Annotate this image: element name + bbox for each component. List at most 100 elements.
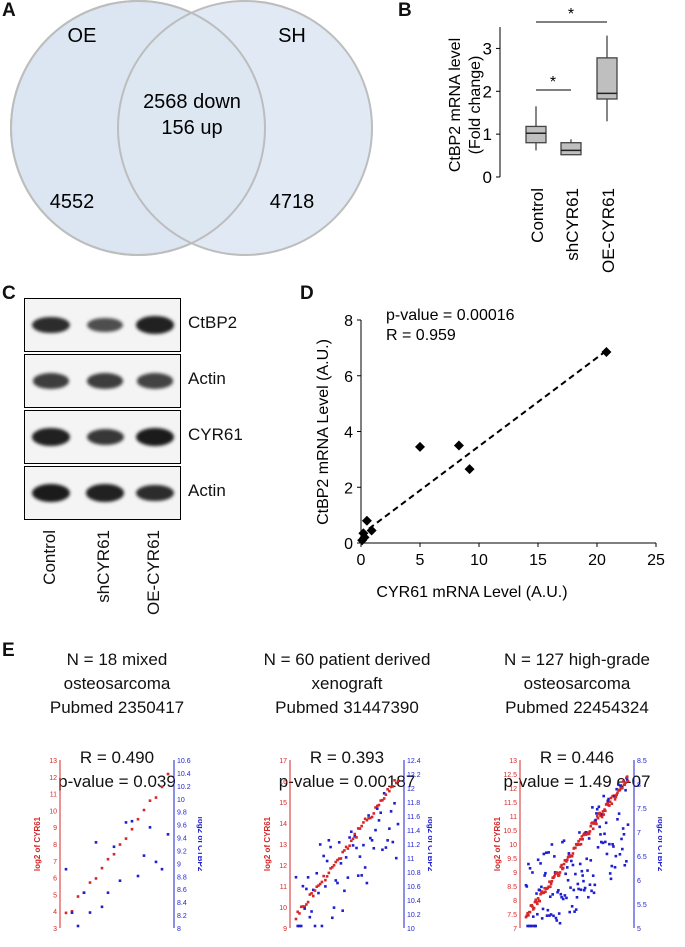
cohort-cyr61-point bbox=[70, 910, 74, 913]
cohort-ctbp2-point bbox=[595, 812, 598, 815]
blot-strip bbox=[24, 298, 181, 352]
cohort-ctbp2-point bbox=[318, 843, 322, 846]
cohort-cyr61-point bbox=[370, 815, 374, 819]
cohort-cyr61-point bbox=[394, 781, 398, 785]
cohort-cyr61-point bbox=[623, 783, 627, 786]
cohort-ctbp2-point bbox=[580, 869, 584, 873]
cohort-ctbp2-point bbox=[334, 879, 338, 882]
cohort-ctbp2-point bbox=[325, 859, 329, 863]
cohort-ctbp2-point bbox=[525, 885, 529, 888]
cohort-cyr61-point bbox=[331, 866, 334, 869]
cohort-cyr61-point bbox=[136, 817, 140, 821]
cohort-cyr61-point bbox=[100, 866, 104, 870]
venn-left-only: 4552 bbox=[50, 191, 95, 213]
cohort-cyr61-point bbox=[598, 811, 601, 815]
cohort-ctbp2-point bbox=[540, 885, 543, 889]
cohort-cyr61-point bbox=[533, 900, 537, 904]
cohort-ctbp2-point bbox=[118, 879, 122, 883]
cohort-correlation-plot: 13 12.5 12 11.5 11 10.5 10 9.5 9 8.5 8 7.5 7 8.5 8 7.5 7… bbox=[493, 758, 662, 933]
cohort-r-value: R = 0.446 bbox=[539, 748, 615, 767]
cohort-ctbp2-point bbox=[381, 848, 384, 852]
cohort-cyr61-point bbox=[350, 839, 353, 843]
cohort-cyr61-point bbox=[536, 897, 540, 900]
cohort-ctbp2-point bbox=[584, 830, 588, 834]
cohort-ctbp2-point bbox=[574, 908, 578, 911]
cohort-cyr61-point bbox=[356, 827, 360, 830]
cohort-ctbp2-point bbox=[558, 921, 562, 925]
cohort-cyr61-point bbox=[594, 820, 597, 823]
cohort-cyr61-point bbox=[142, 808, 146, 812]
cohort-cyr61-point bbox=[528, 910, 532, 914]
cohort-ctbp2-point bbox=[598, 825, 601, 829]
cohort-ctbp2-point bbox=[556, 890, 559, 894]
cohort-ctbp2-point bbox=[350, 830, 353, 834]
cohort-p-value: p-value = 1.49 e-07 bbox=[503, 772, 651, 791]
cohort-cyr61-point bbox=[565, 858, 569, 862]
cohort-ctbp2-point bbox=[299, 924, 303, 928]
cohort-ctbp2-point bbox=[355, 846, 358, 850]
cohort-cyr61-point bbox=[339, 857, 343, 860]
cohort-ctbp2-point bbox=[623, 863, 627, 867]
cohort-ctbp2-point bbox=[575, 896, 579, 899]
cohort-cyr61-point bbox=[527, 914, 530, 917]
cohort-ctbp2-point bbox=[586, 869, 589, 872]
cohort-ctbp2-point bbox=[604, 821, 608, 825]
scatter-point bbox=[359, 532, 370, 543]
cohort-cyr61-point bbox=[382, 797, 386, 800]
cohort-left-tick: 10 bbox=[509, 842, 517, 849]
cohort-right-tick: 7 bbox=[637, 830, 641, 837]
cohort-correlation-plot: 17 16 15 14 13 12 11 10 9 12.4 12.2 12 11.8 11.6 11.4 1… bbox=[263, 758, 432, 933]
cohort-correlation-plot: 13 12 11 10 9 8 7 6 5 4 3 10.6 10.4 10.2 10 9.8 9.6 9.4 9.… bbox=[33, 758, 202, 933]
blot-band bbox=[32, 316, 70, 334]
cohort-ctbp2-point bbox=[583, 886, 587, 890]
cohort-cyr61-point bbox=[596, 816, 600, 820]
cohort-ctbp2-point bbox=[166, 833, 170, 836]
cohort-cyr61-point bbox=[536, 902, 539, 906]
cohort-cyr61-point bbox=[329, 867, 332, 870]
cohort-cyr61-point bbox=[353, 832, 357, 836]
cohort-ctbp2-point bbox=[544, 871, 547, 875]
scatter-xtick-label: 20 bbox=[588, 552, 606, 569]
cohort-ctbp2-point bbox=[356, 874, 360, 877]
cohort-ctbp2-point bbox=[564, 872, 567, 876]
cohort-right-tick: 11.8 bbox=[407, 800, 420, 807]
scatter-xtick-label: 25 bbox=[647, 552, 665, 569]
scatter-ytick-label: 2 bbox=[344, 480, 353, 497]
venn-right-only: 4718 bbox=[270, 191, 315, 213]
cohort-right-tick: 5.5 bbox=[637, 902, 647, 909]
cohort-cyr61-point bbox=[542, 891, 546, 894]
cohort-ctbp2-point bbox=[531, 915, 535, 918]
cohort-ctbp2-point bbox=[341, 909, 344, 912]
cohort-ctbp2-point bbox=[336, 881, 339, 885]
cohort-cyr61-point bbox=[588, 830, 592, 833]
cohort-cyr61-point bbox=[298, 912, 301, 915]
cohort-ctbp2-point bbox=[614, 854, 618, 858]
cohort-ctbp2-point bbox=[539, 862, 542, 865]
cohort-cyr61-point bbox=[341, 850, 344, 854]
blot-row-label: CtBP2 bbox=[188, 313, 238, 332]
cohort-right-tick: 9.8 bbox=[177, 810, 187, 817]
blot-row-label: Actin bbox=[188, 369, 226, 388]
cohort-ctbp2-point bbox=[348, 836, 351, 839]
cohort-cyr61-point bbox=[540, 890, 544, 893]
venn-overlap-up: 156 up bbox=[161, 117, 222, 139]
cohort-right-axis-label: log2 of CTBP2 bbox=[656, 817, 662, 872]
cohort-ctbp2-point bbox=[294, 875, 298, 879]
cohort-left-tick: 8 bbox=[53, 842, 57, 849]
cohort-ctbp2-point bbox=[576, 882, 580, 886]
scatter-point bbox=[415, 441, 425, 452]
cohort-ctbp2-point bbox=[588, 883, 592, 887]
cohort-cyr61-point bbox=[369, 816, 372, 820]
cohort-ctbp2-point bbox=[619, 784, 623, 787]
cohort-ctbp2-point bbox=[536, 858, 540, 862]
cohort-left-axis-label: log2 of CYR61 bbox=[493, 816, 502, 871]
blot-band bbox=[86, 317, 124, 333]
cohort-ctbp2-point bbox=[311, 888, 315, 892]
cohort-cyr61-point bbox=[351, 837, 355, 841]
cohort-cyr61-point bbox=[324, 878, 327, 882]
cohort-cyr61-point bbox=[365, 818, 369, 822]
boxplot-ytick-label: 2 bbox=[483, 82, 492, 101]
boxplot-category-label: Control bbox=[528, 188, 547, 243]
cohort-cyr61-point bbox=[166, 772, 170, 776]
cohort-ctbp2-point bbox=[617, 812, 621, 815]
